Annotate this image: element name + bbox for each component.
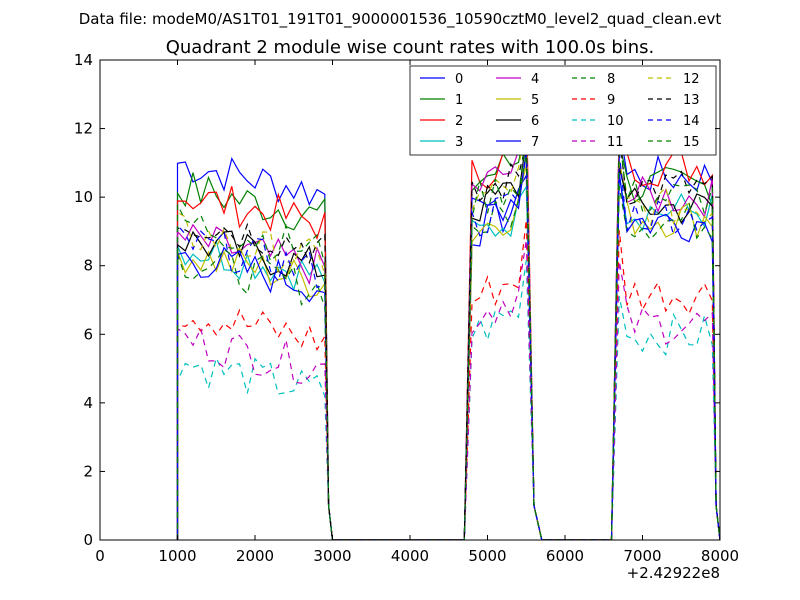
- y-tick-label: 10: [74, 188, 93, 206]
- legend-label-0: 0: [455, 72, 463, 87]
- series-line-0: [176, 124, 720, 540]
- x-tick-label: 2000: [236, 547, 274, 565]
- x-tick-label: 6000: [546, 547, 584, 565]
- x-tick-label: 3000: [313, 547, 351, 565]
- x-tick-label: 4000: [391, 547, 429, 565]
- legend-label-2: 2: [455, 114, 463, 129]
- legend-label-8: 8: [607, 72, 615, 87]
- legend-label-3: 3: [455, 135, 463, 150]
- legend-label-13: 13: [683, 93, 700, 108]
- y-tick-label: 0: [83, 531, 93, 549]
- series-line-9: [176, 219, 720, 540]
- legend-label-4: 4: [531, 72, 539, 87]
- legend-label-7: 7: [531, 135, 539, 150]
- y-tick-label: 14: [74, 51, 93, 69]
- x-tick-label: 5000: [468, 547, 506, 565]
- y-tick-label: 4: [83, 394, 93, 412]
- y-tick-label: 6: [83, 325, 93, 343]
- legend-label-5: 5: [531, 93, 539, 108]
- x-offset-label: +2.42922e8: [627, 564, 720, 582]
- series-line-13: [176, 132, 720, 540]
- legend-label-10: 10: [607, 114, 624, 129]
- legend-label-9: 9: [607, 93, 615, 108]
- chart-suptitle: Data file: modeM0/AS1T01_191T01_90000015…: [79, 10, 722, 29]
- series-line-15: [176, 132, 720, 540]
- series-line-10: [176, 260, 720, 540]
- axes: 0 1000 2000 3000 4000 5000 6000 7000 80000246810…: [74, 51, 739, 565]
- x-tick-label: 7000: [623, 547, 661, 565]
- series-line-11: [176, 240, 720, 540]
- legend-box: [409, 65, 717, 156]
- x-tick-label: 1000: [158, 547, 196, 565]
- legend-label-15: 15: [683, 135, 700, 150]
- y-tick-label: 8: [83, 257, 93, 275]
- series-line-2: [176, 92, 720, 540]
- series-line-14: [176, 152, 720, 540]
- y-tick-label: 12: [74, 120, 93, 138]
- series-line-8: [176, 154, 720, 540]
- plot-area: [176, 92, 720, 540]
- legend-label-11: 11: [607, 135, 624, 150]
- series-line-4: [176, 112, 720, 540]
- y-tick-label: 2: [83, 462, 93, 480]
- legend-label-12: 12: [683, 72, 700, 87]
- legend-label-6: 6: [531, 114, 539, 129]
- legend-label-1: 1: [455, 93, 463, 108]
- x-tick-label: 8000: [701, 547, 739, 565]
- x-tick-label: 0: [95, 547, 105, 565]
- series-line-5: [176, 160, 720, 540]
- legend-label-14: 14: [683, 114, 700, 129]
- chart-title: Quadrant 2 module wise count rates with …: [166, 37, 655, 58]
